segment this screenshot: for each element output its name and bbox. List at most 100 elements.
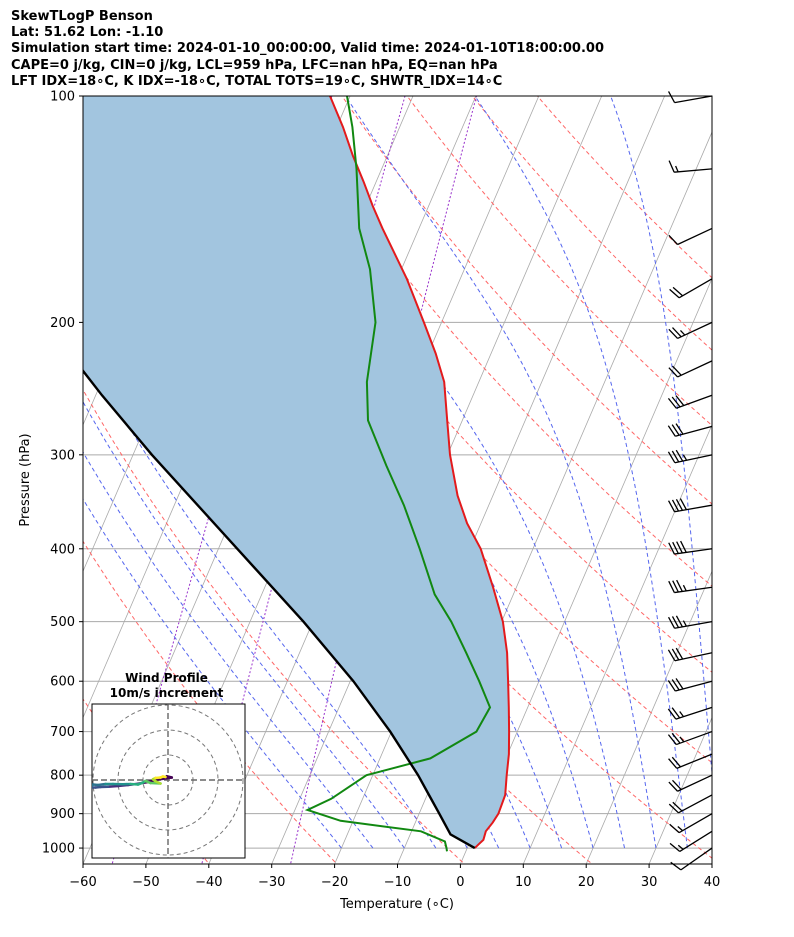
barb-staff [674,652,713,662]
barb-half-flag [679,330,686,336]
temperature-profile [329,96,511,849]
barb-staff [677,360,713,378]
barb-flag [667,425,676,437]
isotherm-line [522,423,712,864]
x-tick-label: −60 [69,875,96,890]
x-tick-label: −40 [195,875,222,890]
barb-staff [674,95,713,104]
barb-flag [667,734,677,745]
isotherm-line [459,277,712,864]
mixing-ratio-line [201,96,406,864]
barb-staff [679,830,713,852]
barb-flag [671,707,681,719]
barb-flag [668,367,679,378]
wind-barb [668,160,713,173]
barb-flag [669,842,681,852]
barb-flag [672,779,682,790]
wind-barb [667,706,713,720]
y-axis-label: Pressure (hPa) [18,433,33,526]
barb-flag [667,616,676,629]
barb-flag [671,679,680,691]
barb-flag [667,451,676,464]
parcel-profile [83,368,476,850]
barb-flag [672,580,679,593]
barb-flag [675,647,684,660]
barb-flag [669,823,680,834]
y-tick-label: 100 [50,90,75,105]
barb-flag [669,288,680,299]
barb-staff [677,321,713,340]
barb-flag [668,580,675,593]
barb-flag [671,616,680,628]
barb-flag [679,498,687,510]
y-tick-label: 300 [50,448,75,463]
time-line: Simulation start time: 2024-01-10_00:00:… [11,41,604,56]
moist-adiabat [114,96,563,849]
barb-staff [674,586,713,594]
barb-flag [671,424,680,436]
isotherm-line [648,716,712,864]
barb-flag [672,801,683,812]
hodograph-trace-segment [106,784,120,789]
wind-barb [667,91,713,104]
barb-staff [675,425,713,437]
x-tick-label: 40 [704,875,721,890]
barb-flag [675,423,684,435]
barb-flag [667,500,676,513]
barb-flag [668,781,679,792]
barb-flag [676,541,683,554]
barb-flag [680,540,687,553]
barb-staff [674,504,713,513]
axes-layer: −60 −50 −40 −30 −20 −10 0 10 20 30 40 100 200 300 400 5… [42,90,720,891]
barb-half-flag [675,165,679,173]
indices-line: LFT IDX=18∘C, K IDX=-18∘C, TOTAL TOTS=19… [11,74,503,89]
y-tick-label: 400 [50,542,75,557]
x-tick-label: −50 [132,875,159,890]
isotherm-line [711,862,712,864]
barb-flag [672,286,683,297]
wind-barb [668,774,713,792]
isotherm-line [585,570,712,864]
dewpoint-profile [304,96,492,852]
wind-barb [668,321,713,340]
y-tick-label: 500 [50,615,75,630]
barb-flag [670,861,682,871]
barb-staff [674,168,713,173]
dry-adiabat [83,540,338,864]
y-tick-label: 1000 [42,842,75,857]
mixing-ratio-line [111,96,333,864]
barb-flag [671,396,681,408]
barb-flag [668,758,678,769]
wind-barb [669,830,713,852]
x-tick-label: −20 [321,875,348,890]
x-tick-label: 0 [456,875,464,890]
barb-flag [667,91,676,103]
y-tick-label: 600 [50,675,75,690]
barb-half-flag [679,736,685,743]
dry-adiabat [83,388,466,864]
barb-flag [671,450,680,463]
x-axis-label: Temperature (∘C) [339,897,454,912]
barb-staff [676,394,713,409]
chart-title: SkewTLogP Benson [11,9,153,24]
stability-line: CAPE=0 j/kg, CIN=0 j/kg, LCL=959 hPa, LF… [11,58,498,73]
sounding-layer [83,96,511,852]
moist-adiabat [246,96,625,849]
hodograph-plot [92,704,245,858]
barb-flag [668,542,675,555]
dry-adiabat [406,96,712,427]
wind-barbs [667,91,713,871]
wind-barb [667,498,713,513]
barb-flag [675,615,684,628]
barb-flag [675,678,684,690]
barb-staff [678,813,713,834]
wind-barb [668,360,713,378]
wind-barb [667,730,713,746]
barb-half-flag [682,454,688,461]
hodograph-title: Wind Profile [125,671,208,685]
y-tick-label: 200 [50,316,75,331]
wind-barb [667,615,713,629]
barb-flag [675,449,684,462]
barb-half-flag [679,711,684,718]
